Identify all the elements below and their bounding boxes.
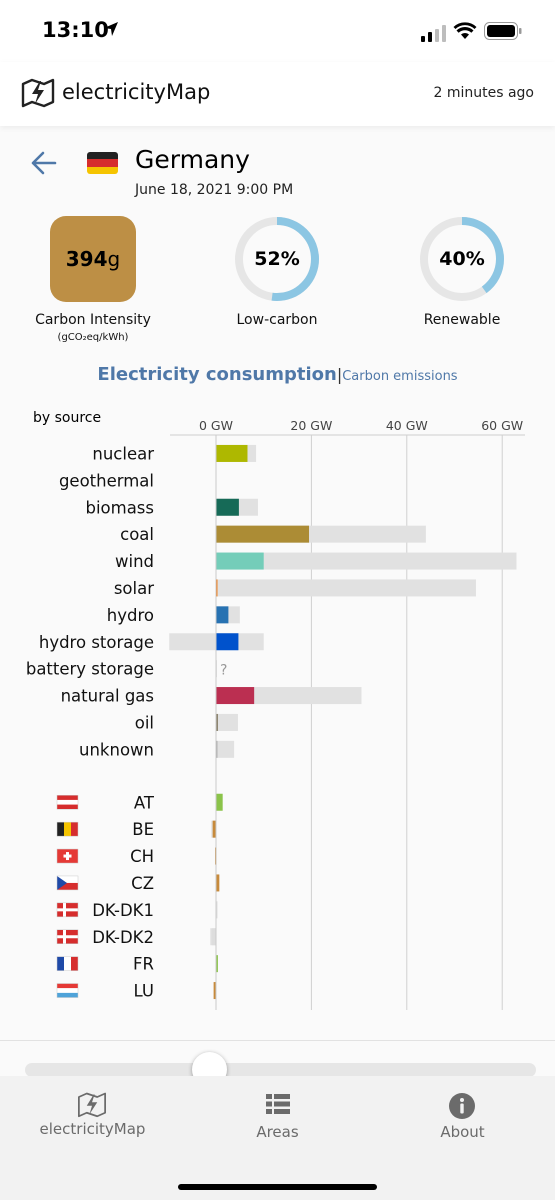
source-label-hydro: hydro — [107, 606, 154, 625]
low-carbon-ring[interactable] — [234, 216, 320, 302]
exchange-label-CZ: CZ — [131, 874, 154, 893]
cellular-signal-icon — [421, 25, 446, 42]
status-bar: 13:10 — [0, 0, 555, 62]
chart-title: by source — [33, 410, 102, 426]
exchange-bar — [216, 793, 223, 811]
electricitymap-logo-icon — [21, 78, 55, 108]
production-bar — [216, 444, 248, 462]
capacity-bar-negative — [169, 633, 216, 651]
production-bar — [216, 579, 218, 597]
map-bolt-icon — [78, 1092, 106, 1118]
exchange-bar — [211, 928, 216, 946]
low-carbon-label: Low-carbon — [236, 312, 318, 328]
carbon-intensity-label: Carbon Intensity — [35, 312, 151, 328]
flag-fr-icon — [56, 956, 79, 971]
production-bar — [216, 498, 239, 516]
axis-tick-label: 20 GW — [290, 418, 332, 433]
source-label-nuclear: nuclear — [92, 444, 154, 463]
time-slider-track[interactable] — [25, 1063, 536, 1077]
flag-cz-icon — [56, 875, 79, 891]
bottom-tab-bar: electricityMap Areas About — [0, 1076, 555, 1200]
exchange-label-FR: FR — [133, 955, 154, 974]
low-carbon-value: 52% — [254, 248, 300, 270]
flag-ch-icon — [56, 848, 79, 864]
flag-lu-icon — [56, 983, 79, 998]
carbon-intensity-value: 394 — [65, 247, 108, 271]
production-bar — [216, 552, 264, 570]
renewable-value: 40% — [439, 248, 485, 270]
status-time: 13:10 — [42, 18, 109, 42]
source-label-wind: wind — [115, 552, 154, 571]
zone-name: Germany — [135, 145, 250, 174]
flag-at-icon — [56, 795, 79, 810]
exchange-bar — [216, 901, 218, 919]
germany-flag-icon — [87, 152, 118, 174]
source-label-oil: oil — [135, 713, 154, 732]
info-icon — [449, 1093, 475, 1119]
app-header: electricityMap 2 minutes ago — [0, 62, 555, 126]
renewable-ring[interactable] — [419, 216, 505, 302]
tab-carbon-emissions[interactable]: Carbon emissions — [342, 369, 458, 384]
exchange-label-LU: LU — [134, 982, 154, 1001]
axis-tick-label: 0 GW — [199, 418, 233, 433]
axis-tick-label: 60 GW — [481, 418, 523, 433]
source-label-hydro-storage: hydro storage — [39, 633, 154, 652]
last-updated: 2 minutes ago — [433, 85, 534, 101]
exchange-bar — [216, 874, 220, 892]
source-label-natural-gas: natural gas — [61, 687, 154, 706]
source-label-biomass: biomass — [85, 498, 154, 517]
location-arrow-icon — [104, 22, 118, 36]
axis-tick-label: 40 GW — [386, 418, 428, 433]
tab-about-label: About — [440, 1123, 485, 1141]
exchange-bar — [216, 955, 218, 973]
exchange-bar — [213, 982, 216, 1000]
exchange-label-AT: AT — [134, 793, 155, 812]
divider — [0, 1040, 555, 1041]
production-bar — [216, 525, 310, 543]
battery-icon — [484, 22, 522, 40]
wifi-icon — [453, 22, 477, 39]
source-label-battery-storage: battery storage — [26, 660, 154, 679]
flag-dk-icon — [56, 929, 79, 944]
carbon-intensity-unit: g — [107, 247, 121, 271]
production-bar — [216, 606, 229, 624]
carbon-intensity-badge[interactable]: 394 g — [50, 216, 136, 302]
zone-datetime: June 18, 2021 9:00 PM — [135, 182, 294, 198]
source-label-geothermal: geothermal — [59, 471, 154, 490]
list-icon — [266, 1094, 290, 1114]
source-label-coal: coal — [120, 525, 154, 544]
capacity-bar — [216, 740, 235, 758]
exchange-label-DK-DK1: DK-DK1 — [92, 901, 154, 920]
chart-tabs: Electricity consumption|Carbon emissions — [0, 364, 555, 385]
capacity-bar — [216, 713, 238, 731]
app-name: electricityMap — [62, 80, 211, 104]
capacity-bar — [216, 579, 476, 597]
flag-be-icon — [56, 821, 79, 837]
production-chart: 0 GW 20 GW 40 GW 60 GW nuclear geothermal biom… — [26, 418, 525, 1010]
carbon-intensity-unit-label: (gCO₂eq/kWh) — [57, 332, 129, 343]
source-label-solar: solar — [114, 579, 154, 598]
flag-dk-icon — [56, 902, 79, 918]
unknown-value-mark: ? — [220, 663, 227, 679]
exchange-label-BE: BE — [132, 820, 154, 839]
home-indicator — [178, 1184, 377, 1190]
tab-electricitymap-label: electricityMap — [39, 1120, 146, 1138]
exchange-bar — [212, 820, 216, 838]
exchange-label-DK-DK2: DK-DK2 — [92, 928, 154, 947]
production-bar — [216, 633, 239, 651]
tab-separator: | — [336, 365, 343, 384]
production-bar — [216, 740, 218, 758]
production-bar — [216, 713, 218, 731]
exchange-label-CH: CH — [130, 847, 154, 866]
capacity-bar — [216, 552, 517, 570]
back-arrow-icon[interactable] — [30, 150, 58, 176]
tab-electricity-consumption[interactable]: Electricity consumption — [97, 364, 337, 385]
renewable-label: Renewable — [423, 312, 501, 328]
production-bar — [216, 687, 255, 705]
source-label-unknown: unknown — [79, 740, 154, 759]
tab-areas-label: Areas — [256, 1123, 299, 1141]
